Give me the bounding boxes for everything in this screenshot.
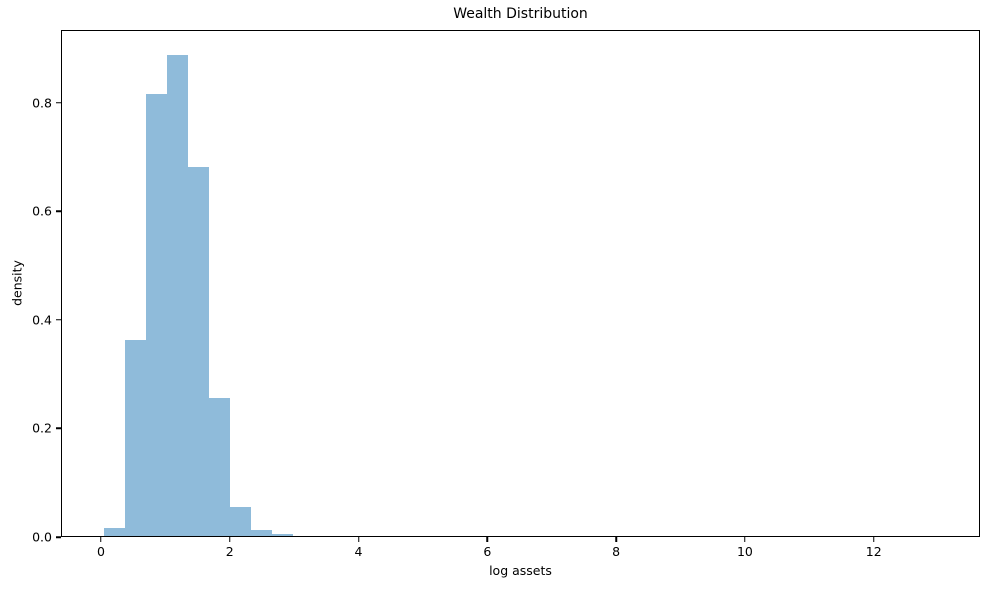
y-tick-mark xyxy=(56,210,61,213)
plot-area xyxy=(61,30,980,537)
y-axis-label: density xyxy=(9,260,25,306)
histogram-bar xyxy=(209,397,231,536)
y-tick-label: 0.4 xyxy=(32,312,52,328)
y-tick-mark xyxy=(56,536,61,538)
y-tick-label: 0.0 xyxy=(32,529,52,545)
histogram-bar xyxy=(272,534,293,536)
y-tick-label: 0.6 xyxy=(32,203,52,219)
x-tick-label: 0 xyxy=(96,544,105,559)
histogram-bar xyxy=(167,54,189,536)
x-axis-label: log assets xyxy=(489,563,552,578)
histogram-bar xyxy=(125,339,147,536)
y-tick-mark xyxy=(56,427,61,430)
histogram-bar xyxy=(251,529,272,536)
histogram-bar xyxy=(188,166,210,536)
y-tick-label: 0.8 xyxy=(32,95,52,111)
x-tick-mark xyxy=(357,537,360,542)
x-tick-label: 10 xyxy=(736,544,753,559)
x-tick-label: 12 xyxy=(865,544,882,559)
x-axis-ticks: 0 2 4 6 8 10 12 xyxy=(61,537,980,565)
x-tick-mark xyxy=(100,537,102,542)
histogram-bar xyxy=(146,94,168,536)
y-tick-label: 0.2 xyxy=(32,420,52,436)
x-tick-label: 8 xyxy=(612,544,621,559)
histogram-bars xyxy=(62,31,979,536)
x-tick-label: 2 xyxy=(225,544,234,559)
chart-title: Wealth Distribution xyxy=(453,6,588,22)
histogram-bar xyxy=(104,528,126,536)
histogram-bar xyxy=(230,506,252,536)
y-tick-mark xyxy=(56,101,61,104)
x-tick-mark xyxy=(744,537,746,542)
x-tick-label: 4 xyxy=(354,544,363,559)
x-tick-mark xyxy=(615,537,617,542)
x-tick-label: 6 xyxy=(483,544,492,559)
y-axis-ticks: 0.0 0.2 0.4 0.6 0.8 xyxy=(0,30,61,545)
x-tick-mark xyxy=(486,537,489,542)
x-tick-mark xyxy=(872,537,875,542)
y-tick-mark xyxy=(56,319,61,321)
x-tick-mark xyxy=(228,537,231,542)
